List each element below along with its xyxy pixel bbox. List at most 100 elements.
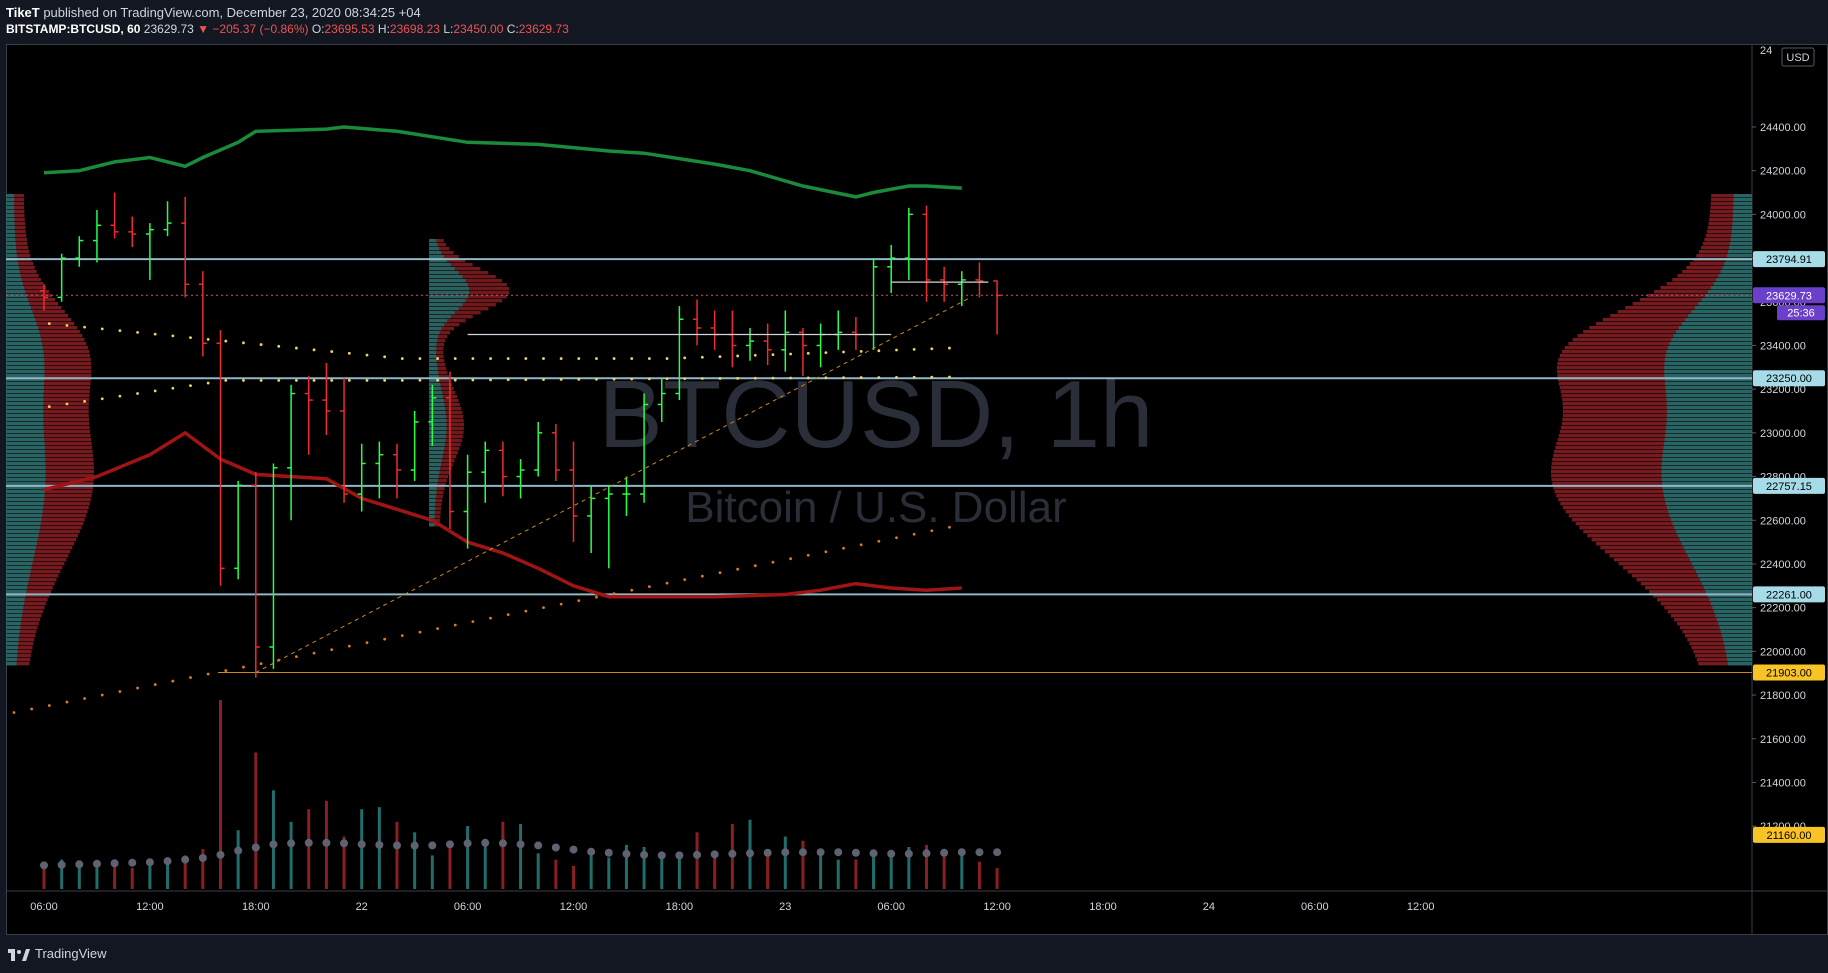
high-label: H:	[377, 22, 390, 36]
right-profile-bar-red	[1562, 398, 1752, 402]
volume-bar	[166, 862, 170, 889]
mid-vwap-dot	[630, 377, 634, 381]
currency-box[interactable]	[1781, 47, 1815, 67]
right-profile-bar-green	[1664, 438, 1752, 442]
lower-vwap-dot	[347, 644, 351, 648]
right-profile-bar-red	[1696, 658, 1752, 662]
price-chart[interactable]: BTCUSD, 1h Bitcoin / U.S. Dollar 21200.0…	[6, 44, 1828, 935]
right-profile-bar-red	[1640, 298, 1752, 302]
left-profile-bar-green	[6, 470, 46, 474]
chart-area[interactable]: BTCUSD, 1h Bitcoin / U.S. Dollar 21200.0…	[6, 44, 1828, 935]
volume-ma-dot	[957, 848, 966, 857]
right-profile-bar-red	[1674, 618, 1752, 622]
mid-profile-bar-green	[429, 295, 468, 299]
y-tick-label: 22000.00	[1760, 646, 1806, 658]
countdown-text: 25:36	[1787, 307, 1815, 319]
mid-profile-bar-green	[429, 423, 447, 427]
right-profile-bar-green	[1726, 254, 1752, 258]
close-value: 23629.73	[518, 22, 569, 36]
mid-vwap-dot	[259, 379, 263, 382]
volume-ma-dot	[551, 843, 560, 852]
left-profile-bar-red	[6, 550, 71, 554]
volume-bar	[942, 855, 946, 889]
author-name[interactable]: TikeT	[6, 5, 40, 20]
left-profile-bar-red	[6, 394, 90, 398]
volume-bar	[95, 863, 99, 889]
left-profile-bar-red	[6, 490, 93, 494]
left-profile-bar-green	[6, 550, 35, 554]
last-price: 23629.73	[143, 22, 194, 36]
lower-vwap-dot	[471, 620, 475, 624]
left-profile-bar-green	[6, 326, 39, 330]
lower-vwap-dot	[718, 571, 722, 575]
volume-ma-dot	[640, 850, 649, 859]
y-tick-label: 22400.00	[1760, 559, 1806, 571]
volume-ma-dot	[393, 841, 401, 850]
left-profile-bar-red	[6, 458, 94, 462]
right-profile-bar-green	[1664, 366, 1752, 370]
right-profile-bar-red	[1706, 230, 1752, 234]
upper-vwap-dot	[718, 355, 722, 358]
lower-vwap-dot	[630, 588, 634, 592]
right-profile-bar-green	[1664, 370, 1752, 374]
right-profile-bar-red	[1609, 554, 1752, 558]
right-profile-bar-green	[1661, 478, 1752, 482]
upper-vwap-dot	[842, 350, 845, 354]
mid-vwap-dot	[948, 375, 951, 379]
indicator-bands	[43, 125, 962, 599]
left-profile-bar-green	[6, 422, 44, 426]
volume-ma-dot	[110, 859, 119, 868]
volume-bar	[977, 861, 981, 889]
left-profile-bar-green	[6, 602, 24, 606]
right-profile-bar-green	[1663, 490, 1752, 494]
right-profile-bar-red	[1618, 562, 1752, 566]
right-profile-bar-green	[1679, 538, 1752, 542]
left-profile-bar-red	[6, 206, 25, 210]
volume-bar	[536, 853, 540, 889]
left-profile-bar-red	[6, 374, 92, 378]
upper-vwap-dot	[100, 327, 104, 331]
right-profile-bar-red	[1562, 418, 1752, 422]
left-profile-bar-red	[6, 238, 27, 242]
left-profile-bar-green	[6, 358, 45, 362]
volume-bar	[413, 832, 417, 889]
right-profile-bar-green	[1724, 646, 1752, 650]
tradingview-logo-icon	[8, 948, 30, 961]
volume-ma-dot	[851, 848, 860, 857]
left-profile-bar-red	[6, 626, 38, 630]
upper-vwap-dot	[683, 356, 687, 360]
mid-vwap-dot	[595, 377, 598, 381]
tradingview-logo[interactable]: TradingView	[8, 946, 107, 961]
low-label: L:	[443, 22, 454, 36]
left-profile-bar-red	[6, 562, 65, 566]
left-profile-bar-red	[6, 414, 89, 418]
upper-vwap-dot	[347, 351, 351, 355]
left-profile-bar-red	[6, 314, 69, 318]
right-profile-bar-red	[1709, 214, 1752, 218]
volume-ma-dot	[693, 850, 702, 859]
x-tick-label: 23	[779, 901, 791, 913]
symbol-label[interactable]: BITSTAMP:BTCUSD, 60	[6, 22, 141, 36]
x-axis: 06:00 12:00 18:00 22 06:00 12:00 18:00 23 06:00 1…	[30, 901, 1434, 913]
lower-vwap-dot	[118, 690, 122, 693]
left-profile-bar-red	[6, 430, 91, 434]
mid-profile-bar-green	[429, 279, 466, 283]
left-profile-bar-red	[6, 450, 93, 454]
volume-ma-dot	[763, 848, 772, 857]
right-profile-bar-red	[1695, 654, 1752, 658]
upper-vwap-dot	[277, 344, 281, 348]
right-profile-bar-red	[1558, 434, 1752, 438]
left-profile-bar-red	[6, 226, 26, 230]
left-profile-bar-red	[6, 654, 31, 658]
mid-profile-bar-green	[429, 335, 439, 339]
volume-ma-dot	[304, 838, 313, 847]
left-profile-bar-green	[6, 426, 44, 430]
left-profile-bar-red	[6, 554, 69, 558]
upper-vwap-dot	[259, 343, 263, 346]
volume-ma-dot	[198, 854, 207, 862]
right-profile-bar-green	[1664, 378, 1752, 382]
right-profile-bar-red	[1556, 494, 1752, 498]
open-value: 23695.53	[324, 22, 375, 36]
right-profile-bar-green	[1710, 602, 1752, 606]
mid-vwap-dot	[700, 377, 704, 380]
